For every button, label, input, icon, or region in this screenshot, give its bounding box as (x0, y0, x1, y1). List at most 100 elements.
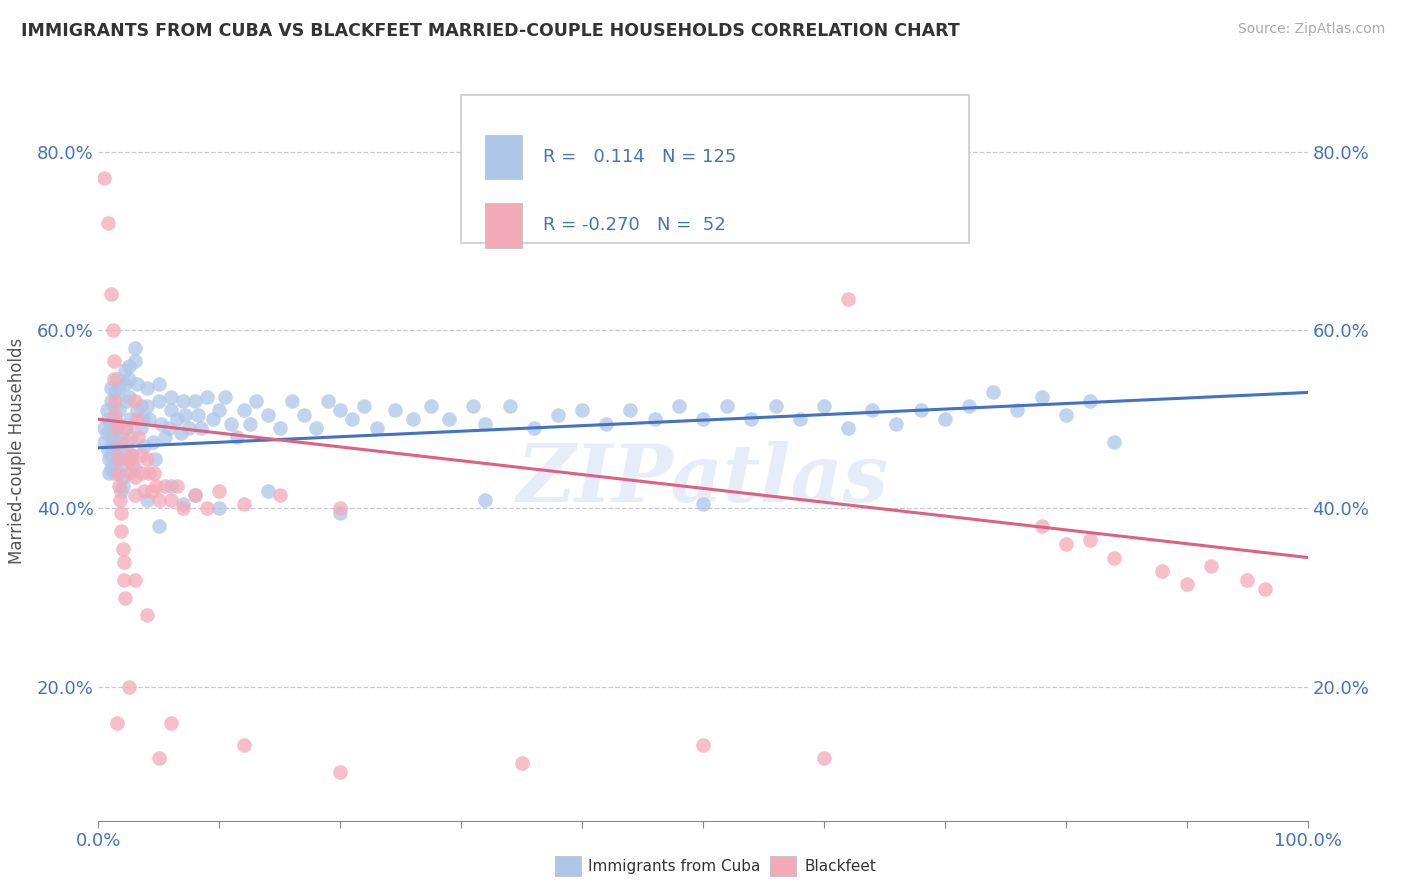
Point (239, 417, 262, 431)
Point (105, 421, 128, 435)
Point (118, 372, 141, 386)
Point (353, 399, 375, 413)
Point (226, 430, 249, 444)
Point (384, 403, 406, 417)
Point (474, 417, 496, 431)
Point (184, 488, 207, 502)
Point (104, 394, 127, 409)
Point (1078, 533, 1101, 547)
Point (148, 751, 170, 765)
Point (221, 417, 243, 431)
Point (716, 399, 738, 413)
Point (668, 399, 690, 413)
Point (107, 466, 129, 480)
Point (107, 452, 129, 467)
Point (366, 421, 388, 435)
Point (195, 501, 218, 516)
Point (131, 466, 153, 480)
Point (100, 287, 122, 301)
Point (108, 492, 131, 507)
Point (179, 421, 201, 435)
Point (124, 341, 146, 355)
Point (474, 492, 496, 507)
Point (523, 421, 546, 435)
Point (97, 216, 120, 230)
Point (342, 412, 364, 426)
Point (93, 421, 115, 435)
Point (740, 412, 762, 426)
FancyBboxPatch shape (461, 95, 969, 244)
Point (103, 372, 125, 386)
Point (692, 738, 714, 752)
Point (100, 448, 122, 462)
Point (420, 399, 443, 413)
Point (305, 421, 328, 435)
Point (110, 483, 132, 498)
Point (100, 394, 122, 409)
Point (148, 492, 170, 507)
Point (111, 457, 134, 471)
Point (160, 403, 183, 417)
Point (127, 430, 149, 444)
Point (100, 417, 122, 431)
Point (104, 412, 127, 426)
Point (120, 430, 142, 444)
Point (108, 452, 131, 467)
Point (187, 408, 209, 422)
Point (329, 501, 352, 516)
Point (172, 394, 194, 409)
Point (153, 430, 176, 444)
Point (184, 488, 207, 502)
Point (117, 434, 139, 449)
Point (100, 461, 122, 475)
Point (138, 412, 160, 426)
Point (547, 408, 569, 422)
Point (111, 479, 134, 493)
Point (150, 417, 173, 431)
Point (115, 394, 138, 409)
Point (837, 421, 859, 435)
Point (463, 399, 485, 413)
Point (124, 354, 146, 368)
Point (765, 399, 787, 413)
Point (114, 376, 136, 391)
Point (127, 403, 149, 417)
Point (135, 492, 157, 507)
Point (860, 403, 883, 417)
Point (329, 403, 352, 417)
Point (98, 466, 121, 480)
Point (114, 591, 136, 605)
Point (101, 439, 124, 453)
Point (111, 541, 134, 556)
Point (143, 466, 166, 480)
Point (174, 408, 197, 422)
Point (107, 443, 129, 458)
Point (108, 434, 131, 449)
Point (245, 394, 267, 409)
Text: IMMIGRANTS FROM CUBA VS BLACKFEET MARRIED-COUPLE HOUSEHOLDS CORRELATION CHART: IMMIGRANTS FROM CUBA VS BLACKFEET MARRIE… (21, 22, 960, 40)
Point (148, 394, 170, 409)
Point (127, 412, 149, 426)
Point (135, 452, 157, 467)
Point (93, 171, 115, 186)
Point (402, 412, 425, 426)
Point (813, 751, 835, 765)
Point (104, 408, 127, 422)
Point (208, 501, 231, 516)
Point (97, 412, 120, 426)
Point (105, 430, 128, 444)
Point (118, 412, 141, 426)
Point (135, 381, 157, 395)
Point (118, 680, 141, 694)
Point (232, 738, 254, 752)
Point (169, 425, 191, 440)
Point (105, 439, 128, 453)
Point (195, 390, 218, 404)
Point (269, 421, 291, 435)
Point (108, 381, 131, 395)
Point (103, 399, 125, 413)
Point (166, 412, 188, 426)
Point (111, 443, 134, 458)
Point (329, 506, 352, 520)
Point (437, 412, 460, 426)
